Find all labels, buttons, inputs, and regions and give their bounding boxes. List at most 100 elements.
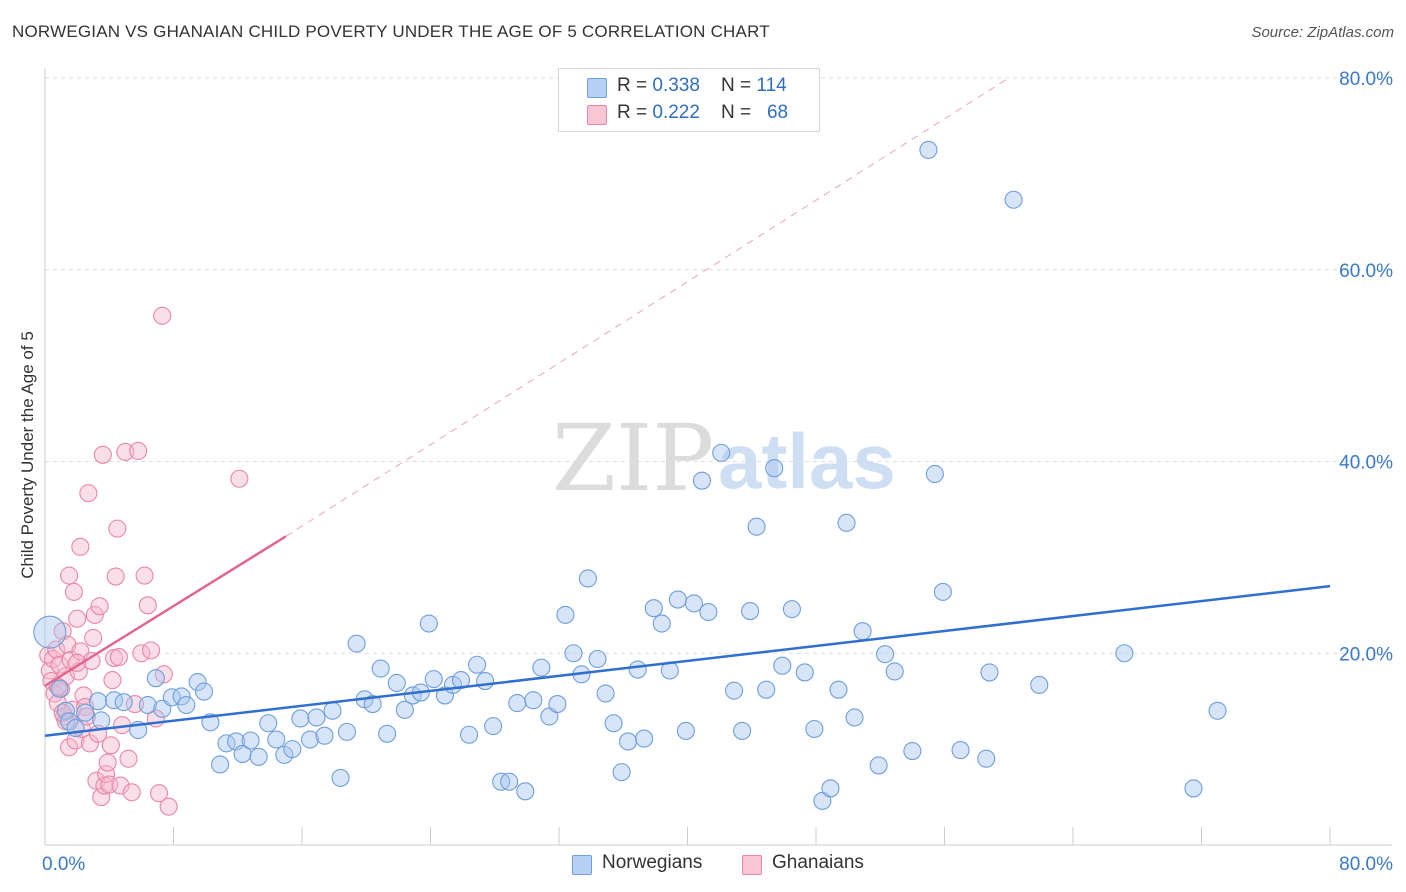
norwegian-point (903, 741, 922, 761)
norwegian-point (484, 717, 503, 736)
norwegian-point (347, 634, 366, 653)
norwegian-point (524, 691, 543, 710)
norwegian-point (92, 711, 111, 730)
norwegian-point (741, 602, 760, 621)
norwegian-point (684, 594, 703, 613)
legend-swatch-blue (572, 855, 592, 875)
ghanaian-point (93, 445, 112, 464)
norwegian-point (323, 701, 342, 720)
norwegian-point (668, 590, 687, 609)
norwegian-point (267, 730, 286, 749)
ghanaian-point (129, 441, 148, 461)
norwegian-point (33, 615, 67, 649)
norwegian-point (980, 663, 999, 682)
norwegian-point (692, 471, 712, 490)
norwegian-point (387, 673, 406, 693)
norwegian-points (33, 140, 1227, 810)
norwegian-point (291, 709, 310, 728)
norwegian-point (805, 719, 824, 739)
y-tick-label: 60.0% (1339, 261, 1393, 282)
norwegian-point (241, 731, 260, 750)
legend-label-ghanaians: Ghanaians (772, 852, 864, 873)
series-legend: Norwegians Ghanaians (0, 852, 1406, 878)
norwegian-point (60, 712, 79, 731)
tick-labels: 20.0% 40.0% 60.0% 80.0% 0.0% 80.0% (42, 69, 1393, 875)
norwegian-point (977, 749, 996, 768)
ghanaian-point (135, 566, 154, 585)
norwegian-trend-line (44, 584, 1331, 737)
norwegian-point (88, 692, 108, 711)
ghanaian-point (47, 640, 66, 659)
ghanaian-point (138, 596, 157, 615)
norwegian-point (172, 687, 191, 706)
norwegian-point (162, 688, 181, 707)
ghanaian-point (79, 484, 98, 503)
norwegian-point (548, 695, 567, 714)
norwegian-point (1030, 675, 1049, 694)
grid-lines (45, 77, 1392, 654)
ghanaian-point (85, 605, 104, 624)
norwegian-point (699, 602, 718, 622)
y-tick-label: 80.0% (1339, 69, 1393, 90)
norwegian-point (885, 662, 904, 681)
legend-n-label: N = (721, 75, 757, 96)
ghanaian-points (39, 306, 249, 816)
norwegian-point (604, 714, 623, 733)
norwegian-point (596, 684, 615, 703)
norwegian-point (747, 517, 766, 536)
legend-n-value: 68 (766, 102, 789, 123)
ghanaian-point (96, 765, 116, 784)
norwegian-point (500, 772, 519, 791)
norwegian-point (56, 701, 75, 720)
norwegian-point (259, 714, 278, 733)
norwegian-point (50, 679, 69, 698)
norwegian-point (829, 680, 848, 699)
norwegian-point (419, 614, 438, 633)
x-tick-label: 0.0% (42, 854, 85, 875)
norwegian-point (114, 693, 133, 712)
norwegian-point (371, 659, 390, 678)
ghanaian-point (122, 783, 141, 802)
norwegian-point (146, 669, 165, 688)
ghanaian-point (60, 566, 79, 585)
norwegian-point (925, 464, 944, 484)
ghanaian-point (71, 537, 90, 556)
norwegian-point (300, 730, 320, 749)
norwegian-point (1184, 779, 1203, 798)
norwegian-point (837, 513, 856, 532)
norwegian-point (177, 695, 196, 715)
norwegian-point (765, 459, 784, 478)
norwegian-point (712, 443, 731, 462)
norwegian-point (869, 756, 888, 775)
norwegian-point (138, 695, 157, 715)
ghanaian-point (103, 671, 122, 690)
norwegian-point (337, 722, 357, 741)
ghanaian-point (141, 641, 161, 660)
legend-swatch-pink (742, 855, 762, 875)
ghanaian-point (106, 567, 125, 586)
ghanaian-point (50, 655, 69, 674)
source-label: Source: ZipAtlas.com (1251, 24, 1394, 41)
norwegian-point (676, 721, 695, 740)
norwegian-point (516, 782, 535, 801)
norwegian-point (476, 672, 495, 691)
norwegian-point (919, 140, 938, 159)
norwegian-point (757, 680, 776, 699)
norwegian-point (876, 645, 895, 664)
ghanaian-point (109, 648, 128, 667)
y-tick-label: 40.0% (1339, 453, 1393, 474)
correlation-legend: R = 0.338 N = 114 R = 0.222 N = 68 (558, 68, 820, 132)
ghanaian-point (230, 469, 249, 488)
norwegian-point (363, 695, 382, 714)
ghanaian-trend-line (44, 535, 287, 687)
norwegian-point (951, 741, 970, 760)
legend-swatch-pink (587, 105, 607, 125)
norwegian-point (1004, 190, 1023, 209)
norwegian-point (378, 724, 397, 743)
norwegian-point (194, 682, 214, 701)
norwegian-point (188, 672, 207, 692)
norwegian-point (451, 671, 471, 690)
norwegian-point (795, 663, 814, 682)
legend-r-value: 0.338 (652, 75, 700, 96)
